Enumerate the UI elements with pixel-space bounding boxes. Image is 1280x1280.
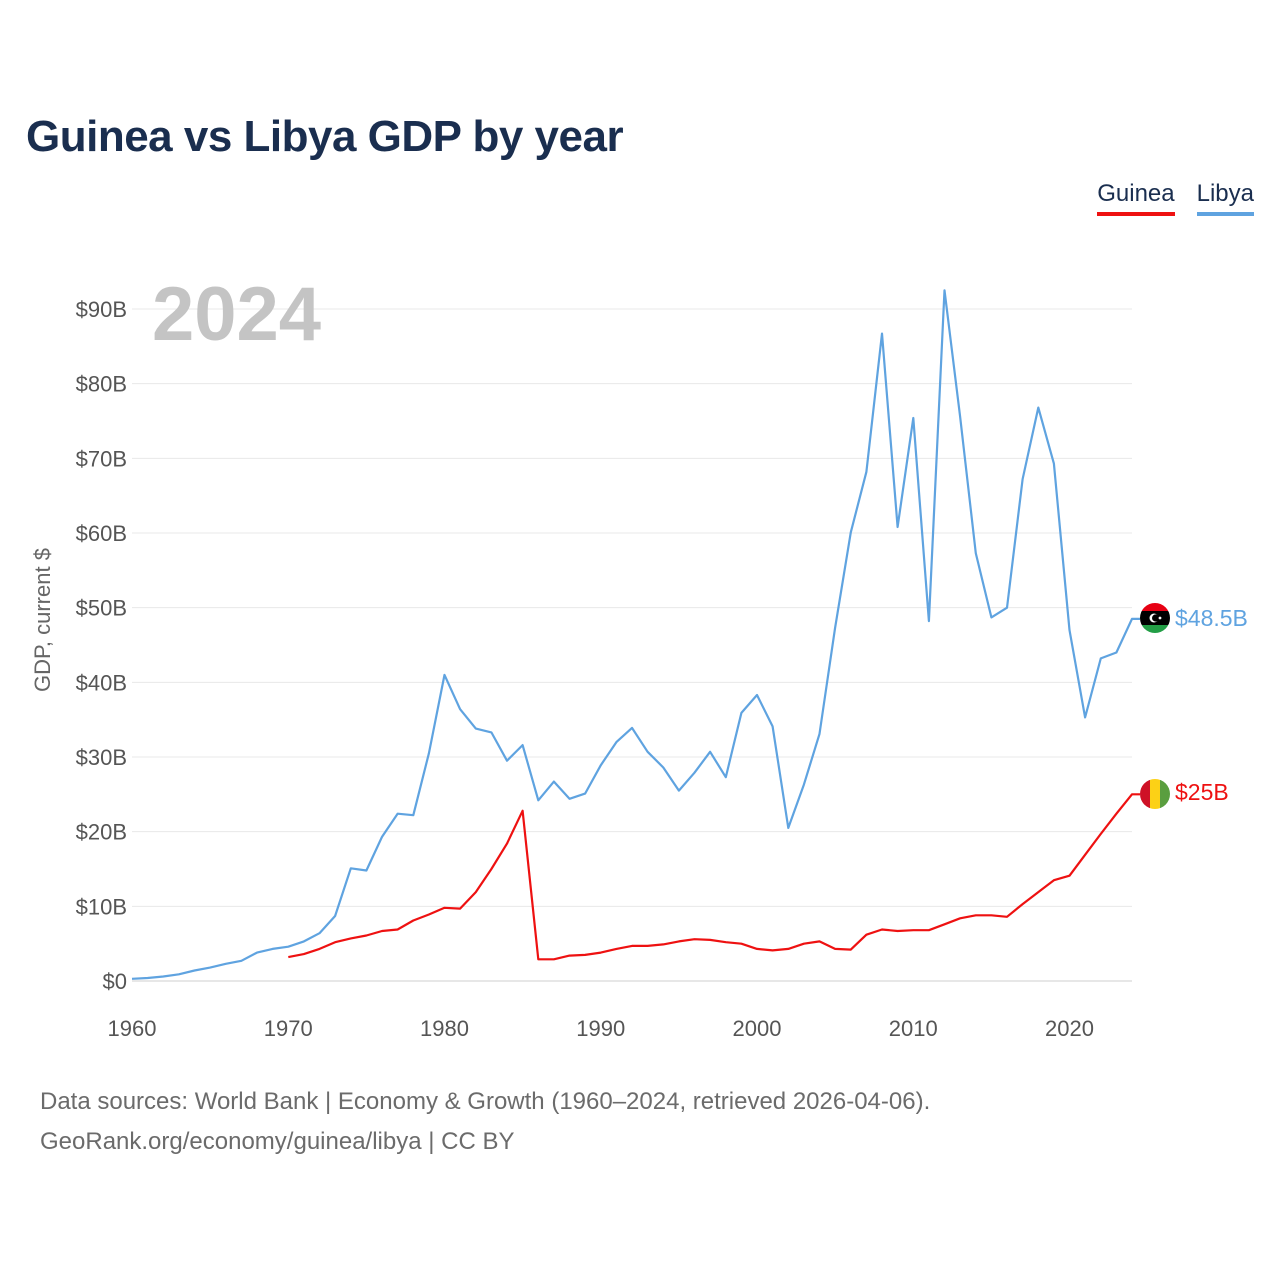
series-lines bbox=[131, 289, 1140, 980]
x-tick-label: 1990 bbox=[576, 1016, 625, 1041]
y-tick-label: $40B bbox=[76, 670, 127, 695]
y-axis: $0 $10B $20B $30B $40B $50B $60B $70B $80B $90B bbox=[76, 297, 127, 994]
legend: Guinea Libya bbox=[1097, 180, 1254, 216]
x-tick-label: 1970 bbox=[264, 1016, 313, 1041]
y-tick-label: $50B bbox=[76, 596, 127, 621]
y-tick-label: $60B bbox=[76, 521, 127, 546]
x-axis: 1960 1970 1980 1990 2000 2010 2020 bbox=[108, 1016, 1094, 1041]
series-line-libya[interactable] bbox=[131, 289, 1140, 980]
legend-item-libya[interactable]: Libya bbox=[1196, 180, 1254, 216]
libya-flag-icon bbox=[1140, 603, 1170, 633]
y-axis-label: GDP, current $ bbox=[30, 548, 55, 692]
libya-end-label: $48.5B bbox=[1175, 605, 1248, 631]
y-tick-label: $80B bbox=[76, 372, 127, 397]
gridlines bbox=[132, 308, 1132, 982]
x-tick-label: 2020 bbox=[1045, 1016, 1094, 1041]
y-tick-label: $70B bbox=[76, 446, 127, 471]
x-tick-label: 1980 bbox=[420, 1016, 469, 1041]
source-note: Data sources: World Bank | Economy & Gro… bbox=[40, 1082, 930, 1162]
x-tick-label: 2010 bbox=[889, 1016, 938, 1041]
y-tick-label: $20B bbox=[76, 820, 127, 845]
guinea-flag-icon bbox=[1140, 779, 1170, 809]
y-tick-label: $10B bbox=[76, 894, 127, 919]
x-tick-label: 1960 bbox=[108, 1016, 157, 1041]
legend-item-guinea[interactable]: Guinea bbox=[1097, 180, 1175, 216]
y-tick-label: $90B bbox=[76, 297, 127, 322]
guinea-end-label: $25B bbox=[1175, 779, 1229, 805]
y-tick-label: $0 bbox=[103, 969, 127, 994]
x-tick-label: 2000 bbox=[733, 1016, 782, 1041]
source-line-2[interactable]: GeoRank.org/economy/guinea/libya | CC BY bbox=[40, 1128, 515, 1155]
series-line-guinea[interactable] bbox=[288, 793, 1140, 961]
chart-title: Guinea vs Libya GDP by year bbox=[26, 112, 624, 161]
year-watermark: 2024 bbox=[152, 272, 321, 357]
y-tick-label: $30B bbox=[76, 745, 127, 770]
source-line-1: Data sources: World Bank | Economy & Gro… bbox=[40, 1088, 931, 1115]
line-chart: $0 $10B $20B $30B $40B $50B $60B $70B $80B $90B 1… bbox=[30, 272, 1248, 1041]
